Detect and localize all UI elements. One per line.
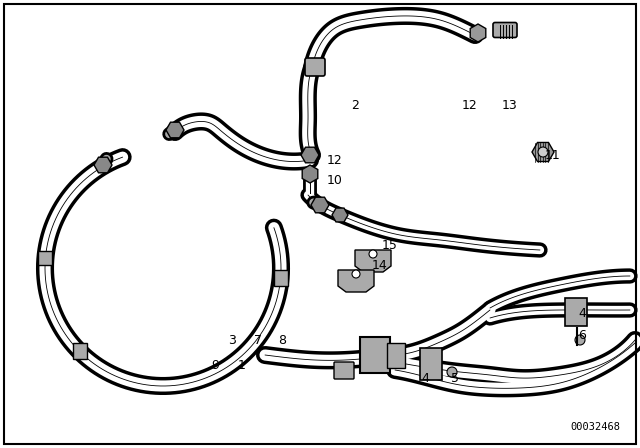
Polygon shape [470,24,486,42]
FancyBboxPatch shape [305,58,325,76]
Circle shape [352,270,360,278]
Text: 7: 7 [254,333,262,346]
Bar [38,251,52,265]
Bar [360,337,390,373]
Circle shape [447,367,457,377]
FancyBboxPatch shape [493,22,517,38]
Polygon shape [338,270,374,292]
Text: 15: 15 [382,238,398,251]
Polygon shape [311,197,329,213]
Polygon shape [301,147,319,163]
Text: 10: 10 [327,173,343,186]
Bar [565,298,587,326]
Text: 3: 3 [228,333,236,346]
Polygon shape [532,142,554,162]
Text: 14: 14 [372,258,388,271]
Text: 12: 12 [327,154,343,167]
Polygon shape [355,250,391,272]
Bar [72,344,86,359]
Text: 12: 12 [462,99,478,112]
Bar [420,348,442,380]
Text: 2: 2 [351,99,359,112]
Circle shape [369,250,377,258]
Text: 8: 8 [278,333,286,346]
Circle shape [575,335,585,345]
Circle shape [538,147,548,157]
Bar [273,270,287,286]
Text: 9: 9 [211,358,219,371]
Polygon shape [94,157,112,173]
Polygon shape [332,208,348,222]
Text: 13: 13 [502,99,518,112]
Text: 4: 4 [421,371,429,384]
Text: 4: 4 [578,306,586,319]
Text: 1: 1 [238,358,246,371]
Text: 5: 5 [451,371,459,384]
FancyBboxPatch shape [334,362,354,379]
Text: 6: 6 [578,328,586,341]
Polygon shape [166,122,184,138]
Polygon shape [302,165,318,183]
Bar [387,343,405,368]
Text: 00032468: 00032468 [570,422,620,432]
Text: 11: 11 [545,148,561,161]
